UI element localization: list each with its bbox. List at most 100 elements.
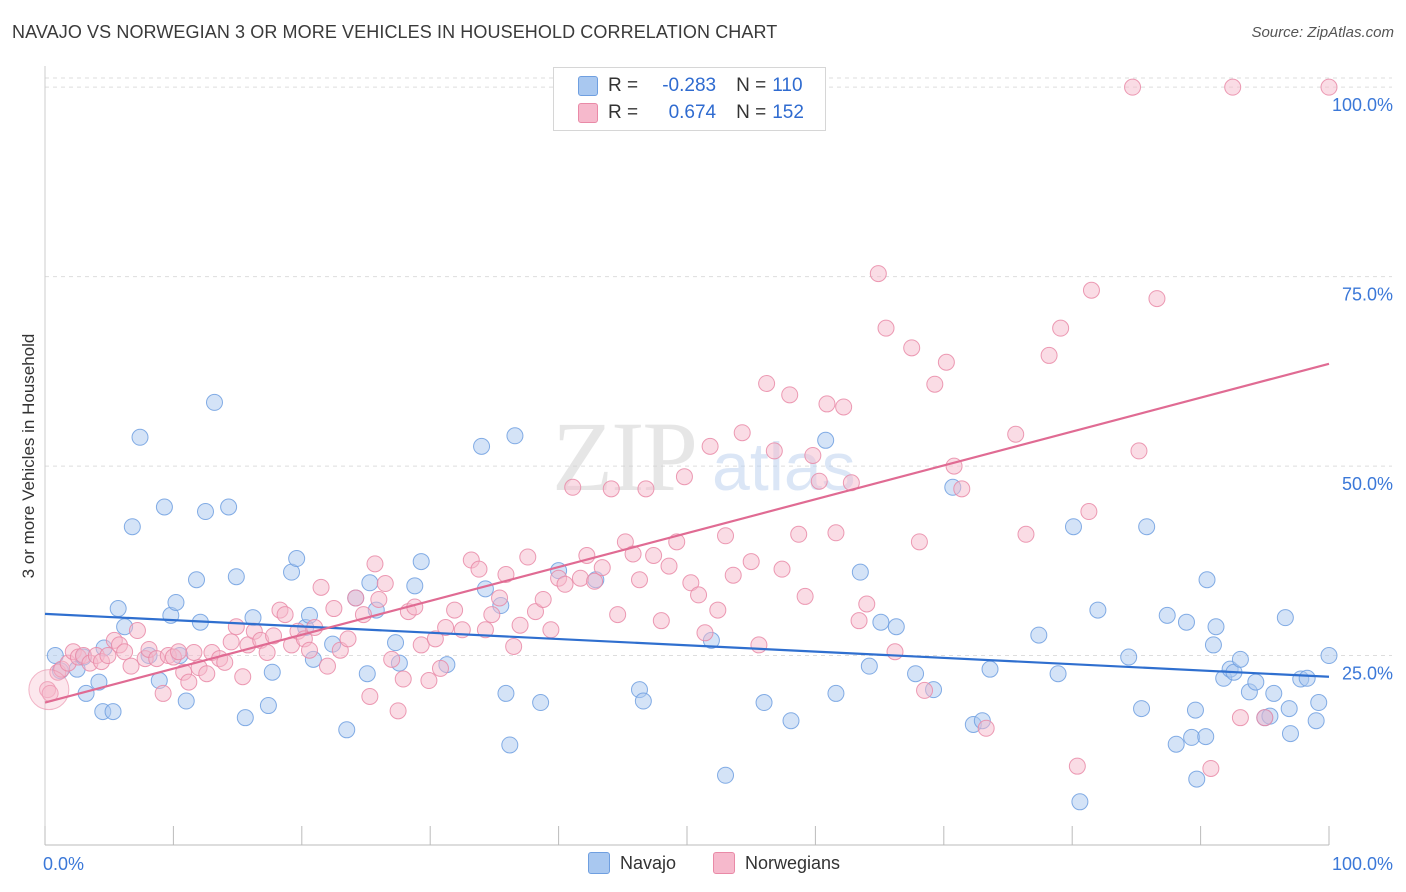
- norwegian-point: [497, 565, 515, 583]
- norwegian-point: [383, 650, 401, 668]
- navajo-point: [1133, 700, 1151, 718]
- navajo-point: [131, 428, 149, 446]
- navajo-point: [872, 613, 890, 631]
- navajo-point: [406, 577, 424, 595]
- norwegian-point: [526, 603, 544, 621]
- norwegian-point: [660, 557, 678, 575]
- n-label: N =: [736, 75, 767, 96]
- navajo-point: [227, 568, 245, 586]
- norwegian-point: [170, 643, 188, 661]
- norwegian-point: [470, 560, 488, 578]
- trend-lines: [44, 362, 1330, 704]
- source-note: Source: ZipAtlas.com: [1251, 24, 1394, 41]
- navajo-point: [817, 431, 835, 449]
- norwegian-point: [903, 339, 921, 357]
- navajo-point: [1281, 725, 1299, 743]
- norwegian-point: [637, 480, 655, 498]
- axes: [44, 66, 1330, 846]
- norwegian-point: [312, 578, 330, 596]
- norwegian-point: [571, 569, 589, 587]
- norwegian-point: [389, 702, 407, 720]
- stats-row-navajo: R = -0.283 N = 110: [578, 74, 803, 98]
- legend-item-navajo[interactable]: Navajo: [588, 852, 676, 874]
- navajo-point: [1197, 728, 1215, 746]
- norwegian-point: [154, 684, 172, 702]
- norwegian-point: [1068, 757, 1086, 775]
- norwegian-point: [593, 559, 611, 577]
- norwegian-point: [265, 627, 283, 645]
- norwegian-point: [609, 606, 627, 624]
- norwegian-trend-line: [44, 362, 1330, 704]
- norwegian-point: [564, 478, 582, 496]
- legend: Navajo Norwegians: [0, 852, 1406, 876]
- norwegian-point: [733, 424, 751, 442]
- norwegian-point: [437, 618, 455, 636]
- norwegian-point: [696, 624, 714, 642]
- navajo-point: [1247, 673, 1265, 691]
- navajo-point: [288, 550, 306, 568]
- norwegian-point: [376, 575, 394, 593]
- navajo-point: [104, 703, 122, 721]
- norwegian-point: [301, 641, 319, 659]
- norwegian-point: [910, 533, 928, 551]
- norwegian-point: [690, 586, 708, 604]
- norwegian-point: [1320, 78, 1338, 96]
- navajo-point: [1030, 626, 1048, 644]
- navajo-point: [177, 692, 195, 710]
- norwegian-point: [886, 643, 904, 661]
- navajo-point: [1188, 770, 1206, 788]
- norwegian-point: [602, 480, 620, 498]
- norwegian-point: [926, 375, 944, 393]
- navajo-point: [634, 692, 652, 710]
- navajo-point: [981, 660, 999, 678]
- navajo-point: [205, 393, 223, 411]
- navajo-trend-line: [44, 612, 1330, 678]
- navajo-point: [1198, 571, 1216, 589]
- navajo-point: [1071, 793, 1089, 811]
- norwegian-point: [953, 480, 971, 498]
- norwegian-point: [180, 673, 198, 691]
- norwegian-point: [198, 665, 216, 683]
- norwegian-point: [701, 437, 719, 455]
- norwegian-point: [370, 590, 388, 608]
- navajo-point: [1280, 700, 1298, 718]
- norwegian-point: [258, 644, 276, 662]
- norwegian-point: [325, 600, 343, 618]
- navajo-point: [1204, 636, 1222, 654]
- norwegian-point: [476, 621, 494, 639]
- navajo-point: [887, 618, 905, 636]
- norwegian-point: [977, 719, 995, 737]
- n-label: N =: [736, 102, 767, 123]
- chart-title: NAVAJO VS NORWEGIAN 3 OR MORE VEHICLES I…: [12, 22, 778, 42]
- norwegian-point: [431, 659, 449, 677]
- y-axis-label: 3 or more Vehicles in Household: [19, 334, 38, 579]
- norwegian-point: [1082, 281, 1100, 299]
- norwegian-point: [652, 612, 670, 630]
- norwegian-point: [128, 622, 146, 640]
- navajo-points: [46, 393, 1338, 811]
- n-value: 152: [772, 102, 804, 123]
- norwegian-point: [709, 601, 727, 619]
- legend-item-norwegians[interactable]: Norwegians: [713, 852, 840, 874]
- navajo-point: [358, 665, 376, 683]
- norwegian-point: [234, 668, 252, 686]
- norwegian-point: [850, 612, 868, 630]
- navajo-point: [1183, 728, 1201, 746]
- norwegian-point: [781, 386, 799, 404]
- navajo-point: [1120, 648, 1138, 666]
- y-tick-label: 75.0%: [1342, 285, 1393, 305]
- stats-box: R = -0.283 N = 110 R = 0.674 N = 152: [553, 67, 826, 131]
- navajo-point: [90, 673, 108, 691]
- norwegian-point: [366, 555, 384, 573]
- norwegian-point: [339, 630, 357, 648]
- tick-labels: 25.0% 50.0% 75.0% 100.0% 0.0% 100.0%: [43, 95, 1393, 874]
- navajo-point: [1089, 601, 1107, 619]
- norwegian-swatch: [578, 103, 598, 123]
- navajo-point: [220, 498, 238, 516]
- navajo-point: [497, 684, 515, 702]
- norwegian-point: [491, 589, 509, 607]
- norwegian-point: [1017, 525, 1035, 543]
- r-value: 0.674: [668, 102, 717, 123]
- norwegian-point: [645, 547, 663, 565]
- navajo-point: [755, 694, 773, 712]
